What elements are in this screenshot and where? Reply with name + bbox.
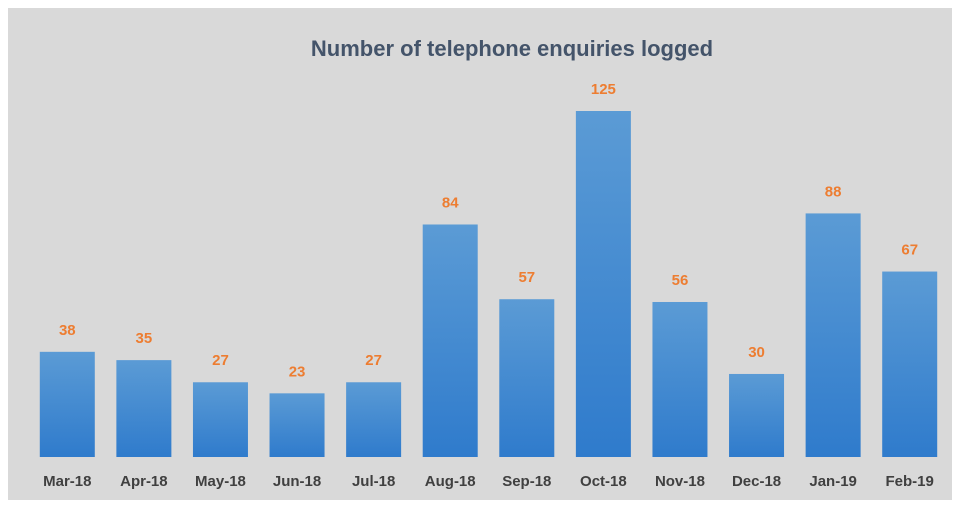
- x-tick-label: Jun-18: [273, 473, 321, 490]
- bar: [575, 111, 631, 457]
- bar: [422, 224, 478, 457]
- value-label: 30: [748, 344, 765, 361]
- value-label: 67: [901, 242, 918, 259]
- x-tick-label: Oct-18: [580, 473, 627, 490]
- bar: [805, 213, 861, 457]
- value-label: 57: [518, 269, 535, 286]
- value-label: 84: [442, 194, 459, 211]
- x-tick-label: Feb-19: [886, 473, 934, 490]
- x-tick-label: Aug-18: [425, 473, 476, 490]
- value-label: 27: [212, 352, 229, 369]
- bar: [116, 360, 172, 457]
- x-tick-label: Jan-19: [809, 473, 857, 490]
- bar: [346, 382, 402, 457]
- chart-title: Number of telephone enquiries logged: [311, 36, 713, 61]
- bar: [729, 373, 785, 457]
- value-label: 56: [672, 272, 689, 289]
- bar: [269, 393, 325, 457]
- x-tick-label: Apr-18: [120, 473, 168, 490]
- value-label: 125: [591, 81, 616, 98]
- x-tick-label: May-18: [195, 473, 246, 490]
- x-tick-label: Mar-18: [43, 473, 91, 490]
- bar: [652, 301, 708, 457]
- x-tick-label: Dec-18: [732, 473, 781, 490]
- bar: [499, 299, 555, 457]
- value-label: 27: [365, 352, 382, 369]
- bar: [39, 351, 95, 457]
- x-tick-label: Sep-18: [502, 473, 551, 490]
- value-label: 23: [289, 363, 306, 380]
- x-tick-label: Jul-18: [352, 473, 395, 490]
- bar: [882, 271, 938, 457]
- x-tick-label: Nov-18: [655, 473, 705, 490]
- bar: [192, 382, 248, 457]
- value-label: 88: [825, 183, 842, 200]
- value-label: 35: [136, 330, 153, 347]
- value-label: 38: [59, 322, 76, 339]
